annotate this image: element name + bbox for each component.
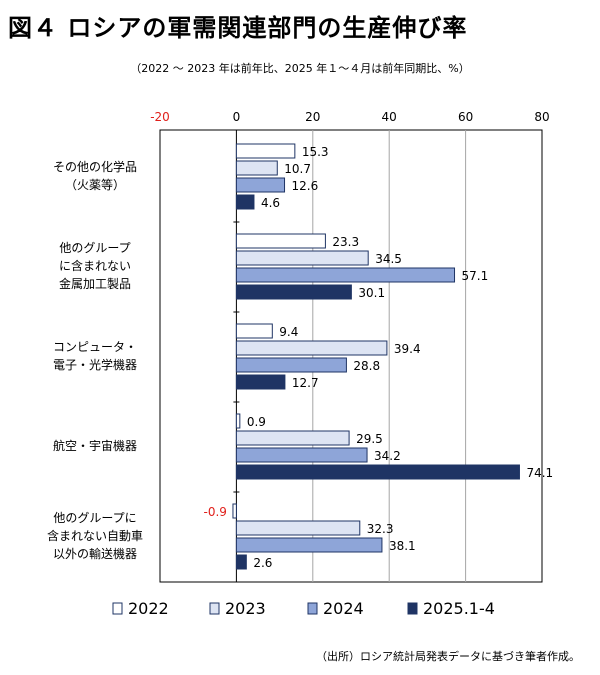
bar	[235, 323, 273, 339]
category-label-line: 含まれない自動車	[47, 528, 143, 543]
plot-frame	[159, 129, 543, 583]
data-label: 0.9	[247, 415, 266, 429]
chart-title: 図４ ロシアの軍需関連部門の生産伸び率	[8, 14, 468, 42]
category-label-line: 金属加工製品	[59, 276, 131, 291]
data-label: 23.3	[332, 235, 359, 249]
bar	[235, 233, 326, 249]
bar	[235, 413, 241, 429]
bar	[235, 194, 255, 210]
data-label: 39.4	[394, 342, 421, 356]
legend-swatch	[407, 602, 418, 615]
bar	[235, 284, 352, 300]
source-note: （出所）ロシア統計局発表データに基づき筆者作成。	[316, 650, 580, 663]
bar	[235, 160, 278, 176]
category-label-line: その他の化学品	[53, 159, 137, 174]
x-tick-label: -20	[150, 110, 170, 124]
bar	[235, 374, 286, 390]
legend-label: 2022	[128, 599, 169, 618]
data-label: 12.6	[292, 179, 319, 193]
data-label: -0.9	[204, 505, 227, 519]
bar	[235, 464, 520, 480]
category-label-line: 他のグループ	[59, 241, 130, 255]
bar	[235, 537, 383, 553]
category-label-line: 以外の輸送機器	[53, 546, 137, 561]
data-label: 4.6	[261, 196, 280, 210]
category-label-line: 他のグループに	[53, 511, 136, 525]
category-label: 航空・宇宙機器	[53, 438, 137, 453]
bar	[235, 447, 368, 463]
category-label: 他のグループに含まれない自動車以外の輸送機器	[47, 511, 143, 561]
x-tick-label: 0	[233, 110, 241, 124]
chart-subtitle: （2022 ～ 2023 年は前年比、2025 年１～４月は前年同期比、%）	[130, 62, 470, 75]
bar	[235, 430, 350, 446]
x-tick-label: 20	[305, 110, 320, 124]
bar	[235, 554, 247, 570]
data-label: 15.3	[302, 145, 329, 159]
data-label: 9.4	[279, 325, 298, 339]
legend-label: 2024	[323, 599, 364, 618]
data-label: 32.3	[367, 522, 394, 536]
category-label: コンピュータ・電子・光学機器	[53, 340, 137, 372]
bar	[235, 357, 347, 373]
category-label: 他のグループに含まれない金属加工製品	[59, 241, 131, 291]
data-label: 34.2	[374, 449, 401, 463]
legend-label: 2023	[225, 599, 266, 618]
legend-swatch	[209, 602, 220, 615]
bar	[235, 267, 456, 283]
bar	[235, 143, 296, 159]
data-label: 30.1	[358, 286, 385, 300]
data-label: 2.6	[253, 556, 272, 570]
data-label: 38.1	[389, 539, 416, 553]
data-label: 29.5	[356, 432, 383, 446]
legend-label: 2025.1-4	[423, 599, 495, 618]
legend-swatch	[307, 602, 318, 615]
bar	[235, 520, 361, 536]
data-label: 34.5	[375, 252, 402, 266]
data-label: 12.7	[292, 376, 319, 390]
x-tick-label: 40	[382, 110, 397, 124]
data-label: 28.8	[353, 359, 380, 373]
category-label-line: コンピュータ・	[53, 340, 137, 354]
category-label-line: に含まれない	[59, 258, 131, 273]
bar	[235, 250, 369, 266]
legend-swatch	[112, 602, 123, 615]
bar	[235, 177, 286, 193]
x-tick-label: 80	[534, 110, 549, 124]
bar	[232, 503, 237, 519]
data-label: 74.1	[526, 466, 553, 480]
data-label: 57.1	[462, 269, 489, 283]
x-tick-label: 60	[458, 110, 473, 124]
category-label-line: 電子・光学機器	[53, 357, 137, 372]
category-label-line: （火薬等）	[65, 178, 125, 192]
category-label-line: 航空・宇宙機器	[53, 438, 137, 453]
category-label: その他の化学品 （火薬等）	[53, 159, 137, 192]
bar	[235, 340, 388, 356]
data-label: 10.7	[284, 162, 311, 176]
